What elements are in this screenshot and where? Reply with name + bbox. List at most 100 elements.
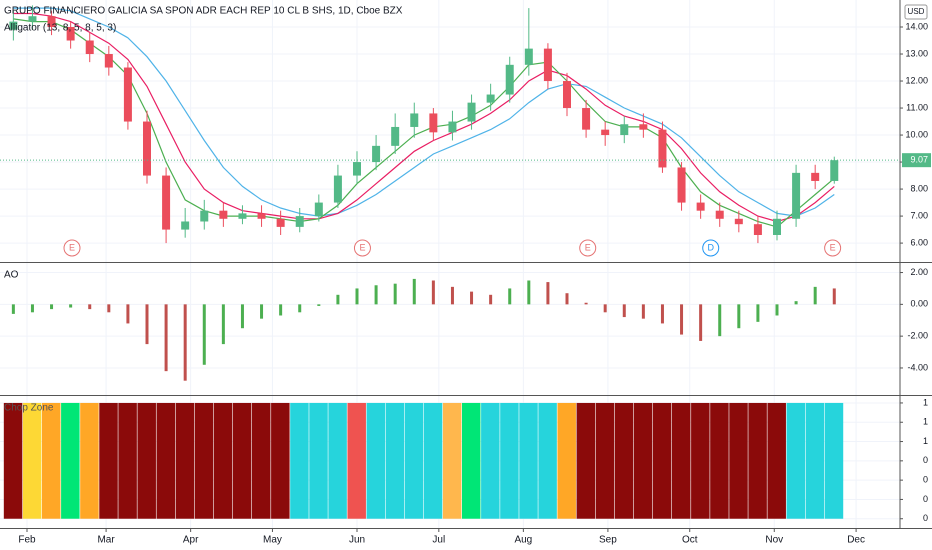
candle-body	[448, 121, 457, 133]
ao-bar	[11, 304, 15, 314]
event-marker	[579, 239, 597, 257]
ao-bar	[279, 304, 283, 316]
candle-body	[238, 213, 247, 219]
y-tick-label: 6.00	[910, 237, 928, 247]
chop-bar	[710, 402, 729, 519]
ao-bar	[680, 304, 684, 335]
currency-box	[904, 4, 928, 20]
ao-bar	[813, 286, 817, 305]
y-tick-label: 0	[923, 494, 928, 504]
chop-bar	[156, 402, 176, 519]
ao-bar	[30, 304, 34, 313]
ao-bar	[718, 304, 722, 337]
ao-bar	[546, 282, 550, 305]
y-tick-label: -4.00	[907, 362, 928, 372]
chop-bar	[462, 402, 481, 519]
candle-body	[773, 218, 781, 235]
candle-body	[47, 16, 56, 28]
candle-body	[753, 224, 762, 235]
ao-bar	[393, 283, 397, 305]
ao-bar	[527, 280, 531, 305]
candle-body	[123, 67, 132, 122]
chop-bar	[328, 402, 347, 519]
indicator-label: AO	[4, 270, 19, 281]
candle-body	[830, 160, 839, 181]
ao-bar	[603, 304, 607, 313]
candle-body	[734, 218, 743, 225]
y-tick-label: 8.00	[910, 183, 928, 193]
candle-body	[486, 94, 495, 103]
y-tick-label: 1	[923, 436, 928, 446]
chop-bar	[366, 402, 386, 519]
indicator-label: Chop Zone	[4, 403, 54, 414]
ao-bar	[317, 304, 321, 306]
chop-bar	[80, 402, 99, 519]
candle-body	[85, 40, 94, 55]
x-tick-label: Jun	[349, 535, 365, 546]
x-tick-label: Dec	[847, 535, 865, 546]
y-tick-label: 2.00	[910, 267, 928, 277]
chop-bar	[423, 402, 443, 519]
y-tick-label: 0.00	[910, 299, 928, 309]
chop-bar	[442, 402, 462, 519]
candle-body	[563, 81, 571, 109]
y-tick-label: 10.00	[905, 129, 928, 139]
candle-body	[677, 167, 686, 203]
ao-bar	[622, 304, 626, 318]
ao-bar	[145, 304, 149, 345]
chop-bar	[786, 402, 806, 519]
chop-bar	[500, 402, 519, 519]
chop-bar	[118, 402, 137, 519]
candle-body	[9, 21, 18, 30]
y-tick-label: 14.00	[905, 21, 928, 31]
ao-bar	[832, 288, 836, 305]
candle-body	[696, 202, 705, 211]
chop-bar	[633, 402, 653, 519]
chop-bar	[748, 402, 767, 519]
candle-body	[276, 218, 285, 227]
ao-bar	[298, 304, 302, 313]
alligator-line	[13, 12, 835, 223]
candle-body	[543, 48, 552, 82]
ao-bar	[221, 304, 225, 345]
candle-body	[715, 210, 724, 219]
chop-bar	[252, 402, 271, 519]
candle-body	[257, 213, 266, 219]
ao-bar	[470, 291, 474, 305]
chop-bar	[175, 402, 195, 519]
x-tick-label: Aug	[514, 535, 532, 546]
chop-bar	[672, 402, 691, 519]
chop-bar	[824, 402, 844, 519]
event-label: E	[585, 242, 591, 252]
chop-bar	[614, 402, 634, 519]
chop-bar	[538, 402, 557, 519]
candle-body	[658, 129, 667, 168]
ao-bar	[565, 293, 569, 305]
ao-bar	[126, 304, 130, 324]
y-tick-label: 0	[923, 475, 928, 485]
ao-bar	[489, 294, 493, 305]
y-tick-label: 1	[923, 417, 928, 427]
ao-bar	[69, 304, 73, 308]
ao-bar	[50, 304, 54, 310]
event-label: E	[359, 242, 365, 252]
ao-bar	[660, 304, 664, 324]
alligator-line	[13, 7, 835, 217]
event-marker	[63, 239, 81, 257]
candle-body	[200, 210, 209, 222]
candle-body	[143, 121, 151, 176]
ao-bar	[431, 280, 435, 305]
candle-body	[467, 102, 476, 122]
chop-bar	[691, 402, 710, 519]
event-label: E	[830, 242, 836, 252]
candle-body	[429, 113, 438, 133]
candle-body	[162, 175, 171, 230]
candle-body	[391, 126, 400, 146]
chop-bar	[194, 402, 214, 519]
price-axis	[900, 0, 932, 550]
chop-bar	[3, 402, 23, 519]
candle-body	[28, 16, 37, 22]
event-marker	[824, 239, 842, 257]
chop-bar	[404, 402, 424, 519]
y-tick-label: 7.00	[910, 210, 928, 220]
